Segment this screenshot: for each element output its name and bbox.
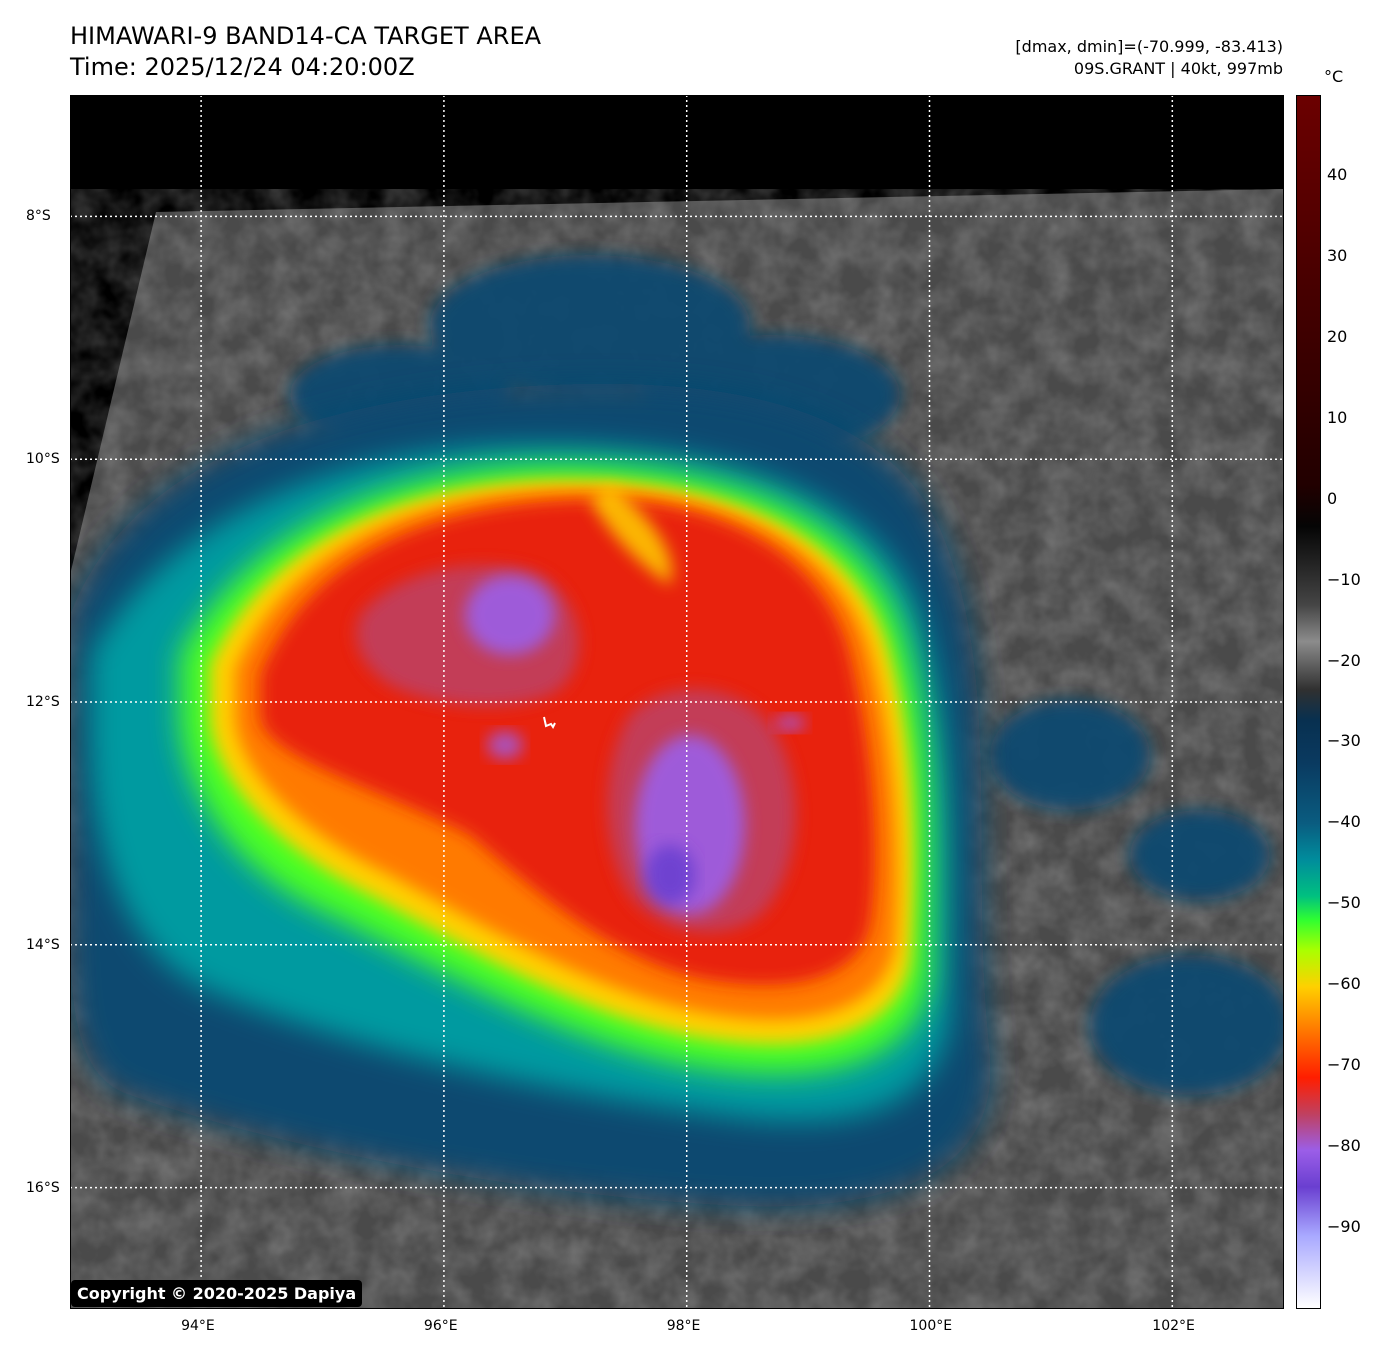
lon-label-98: 98°E — [666, 1318, 701, 1334]
storm-purple-top-upper — [464, 574, 555, 655]
colorbar-tick-13: −90 — [1327, 1217, 1361, 1237]
scattered-clouds — [289, 254, 1283, 1095]
lon-label-94: 94°E — [181, 1318, 215, 1334]
gridlines — [71, 96, 1283, 1308]
storm-info: 09S.GRANT | 40kt, 997mb — [1073, 59, 1283, 78]
storm-banding-gap — [589, 484, 672, 585]
colorbar-tick-8: −40 — [1327, 812, 1361, 832]
colorbar-tick-5: −10 — [1327, 569, 1361, 589]
lat-label--8: 8°S — [26, 208, 51, 225]
colorbar-tick-9: −50 — [1327, 893, 1361, 913]
colorbar-tick-4: 0 — [1327, 488, 1338, 508]
lat-label--14: 14°S — [26, 936, 60, 953]
lon-label-100: 100°E — [909, 1318, 953, 1334]
storm-coldest-top — [644, 844, 695, 905]
storm-purple-top-right — [773, 714, 806, 731]
time-stamp: Time: 2025/12/24 04:20:00Z — [70, 53, 415, 81]
lat-label--16: 16°S — [26, 1179, 60, 1196]
lon-label-102: 102°E — [1152, 1318, 1195, 1334]
temperature-colorbar — [1296, 95, 1321, 1309]
colorbar-tick-10: −60 — [1327, 974, 1361, 994]
colorbar-tick-11: −70 — [1327, 1055, 1361, 1075]
copyright-notice: Copyright © 2020-2025 Dapiya — [71, 1280, 363, 1307]
colorbar-tick-7: −30 — [1327, 731, 1361, 751]
colorbar-tick-6: −20 — [1327, 650, 1361, 670]
colorbar-tick-2: 20 — [1327, 326, 1348, 346]
storm-purple-top-small — [486, 730, 523, 759]
colorbar-tick-12: −80 — [1327, 1136, 1361, 1156]
lat-label--10: 10°S — [26, 451, 60, 468]
dmax-dmin-readout: [dmax, dmin]=(-70.999, -83.413) — [1015, 37, 1283, 56]
infrared-imagery — [71, 96, 1283, 1308]
storm-cloud-shield — [71, 383, 991, 1206]
chart-title: HIMAWARI-9 BAND14-CA TARGET AREA — [70, 22, 542, 50]
satellite-map: Copyright © 2020-2025 Dapiya — [70, 95, 1284, 1309]
colorbar-unit: °C — [1324, 67, 1344, 86]
lon-label-96: 96°E — [423, 1318, 458, 1334]
colorbar-tick-0: 40 — [1327, 164, 1348, 184]
lat-label--12: 12°S — [26, 694, 60, 710]
colorbar-tick-1: 30 — [1327, 245, 1348, 265]
colorbar-tick-3: 10 — [1327, 407, 1348, 427]
storm-center-marker — [542, 716, 556, 729]
